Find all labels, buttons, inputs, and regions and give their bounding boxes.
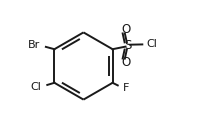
Text: O: O — [121, 23, 130, 36]
Text: Br: Br — [28, 40, 40, 50]
Text: Cl: Cl — [31, 82, 41, 92]
Text: Cl: Cl — [146, 39, 157, 49]
Text: S: S — [124, 39, 131, 53]
Text: F: F — [123, 83, 129, 93]
Text: O: O — [121, 56, 130, 69]
